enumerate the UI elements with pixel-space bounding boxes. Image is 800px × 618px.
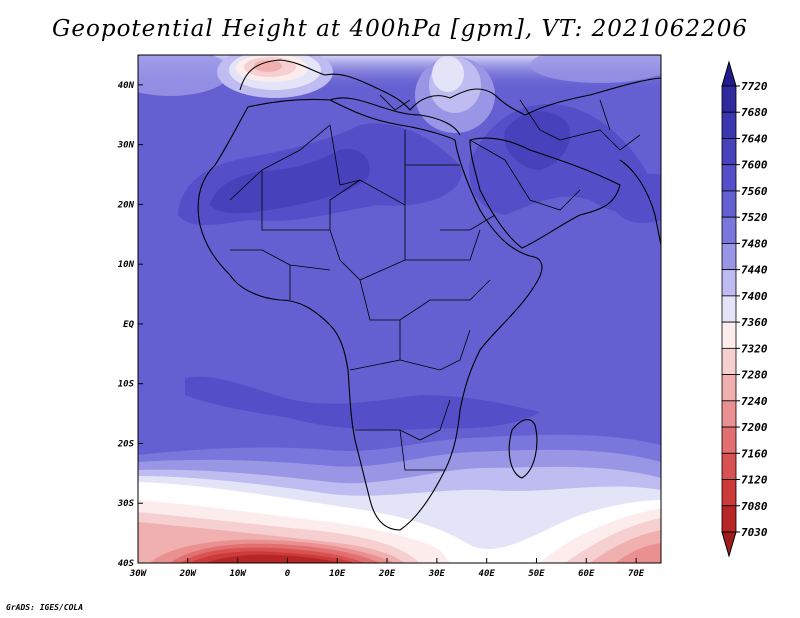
border-2 [229, 124, 331, 201]
colorbar-label: 7360 [741, 316, 768, 329]
colorbar-swatch [721, 479, 737, 507]
europe-coastline [239, 59, 661, 116]
chart-title: Geopotential Height at 400hPa [gpm], VT:… [52, 16, 748, 42]
colorbar-swatch [721, 347, 737, 375]
colorbar-label: 7320 [741, 342, 768, 355]
colorbar-label: 7200 [741, 421, 768, 434]
colorbar-swatch [721, 452, 737, 480]
y-tick-label: 40S [118, 559, 135, 569]
colorbar-label: 7560 [741, 185, 768, 198]
field-light-west [138, 55, 230, 96]
colorbar-label: 7080 [741, 500, 768, 513]
colorbar-swatch [721, 164, 737, 192]
border-17 [519, 99, 561, 141]
colorbar-label: 7400 [741, 290, 768, 303]
band-7200-east [615, 543, 661, 563]
y-tick-label: EQ [123, 320, 134, 330]
band-7030 [205, 554, 340, 563]
colorbar-swatch [721, 138, 737, 166]
colorbar-label: 7030 [741, 526, 768, 539]
border-14 [440, 214, 496, 231]
border-7 [359, 279, 491, 321]
colorbar-swatch [721, 216, 737, 244]
colorbar-swatch [721, 400, 737, 428]
border-15 [504, 159, 581, 211]
colorbar-swatch [721, 85, 737, 113]
colorbar-label: 7160 [741, 447, 768, 460]
arabia-coastline [469, 137, 621, 249]
colorbar-swatch [721, 243, 737, 271]
map-frame [137, 54, 662, 564]
y-tick-label: 10S [118, 380, 135, 390]
ridge-east-india [615, 173, 661, 223]
ridge-arabia-core [504, 111, 571, 170]
colorbar-label: 7120 [741, 474, 768, 487]
x-tick-label: 20E [378, 569, 396, 579]
x-tick-label: 60E [578, 569, 595, 579]
field-lightest-mid [432, 56, 464, 92]
border-12 [230, 249, 331, 271]
y-tick-label: 10N [118, 260, 135, 270]
x-tick-label: 50E [528, 569, 545, 579]
colorbar-label: 7640 [741, 132, 768, 145]
border-19 [469, 139, 506, 161]
x-tick-label: 30E [428, 569, 446, 579]
x-axis-ticks: 30W 20W 10W 0 10E 20E 30E 40E 50E 60E 70E [129, 558, 645, 579]
y-tick-label: 30N [117, 141, 135, 151]
colorbar-swatch [721, 505, 737, 533]
border-20 [379, 94, 411, 111]
field-light-east [530, 55, 661, 83]
ridge-south-atlantic [185, 376, 540, 430]
colorbar-swatch [721, 190, 737, 218]
y-tick-label: 40N [118, 81, 135, 91]
colorbar-swatch [721, 269, 737, 297]
border-11 [399, 429, 445, 471]
x-tick-label: 70E [628, 569, 645, 579]
colorbar-swatch [721, 321, 737, 349]
y-axis-ticks: 40N 30N 20N 10N EQ 10S 20S 30S 40S [117, 81, 143, 569]
border-16 [559, 129, 641, 151]
colorbar-top-arrow [721, 60, 737, 87]
coastlines [197, 59, 661, 531]
colorbar-label: 7240 [741, 395, 768, 408]
colorbar-label: 7280 [741, 369, 768, 382]
colorbar-swatch [721, 111, 737, 139]
x-tick-label: 20W [179, 569, 198, 579]
madagascar-coastline [508, 419, 538, 479]
india-coastline [619, 159, 661, 246]
border-6 [329, 229, 406, 281]
border-10 [355, 399, 451, 441]
x-tick-label: 40E [479, 569, 496, 579]
grads-credit: GrADS: IGES/COLA [6, 603, 84, 612]
africa-coastline [197, 98, 543, 531]
colorbar-swatch [721, 295, 737, 323]
x-tick-label: 10W [229, 569, 247, 579]
colorbar-swatch [721, 374, 737, 402]
colorbar-label: 7600 [741, 159, 768, 172]
colorbar-label: 7680 [741, 106, 768, 119]
x-tick-label: 0 [285, 569, 291, 579]
y-tick-label: 30S [117, 499, 135, 509]
colorbar-swatch [721, 426, 737, 454]
border-18 [599, 99, 611, 131]
ridge-sahara-core [210, 149, 370, 214]
x-tick-label: 10E [329, 569, 346, 579]
colorbar-label: 7720 [741, 80, 768, 93]
y-tick-label: 20N [117, 200, 135, 210]
border-3 [329, 124, 406, 206]
colorbar-label: 7520 [741, 211, 768, 224]
y-tick-label: 20S [117, 439, 135, 449]
med-coast [329, 97, 461, 136]
colorbar-label: 7480 [741, 237, 768, 250]
colorbar: 7720 7680 7640 7600 7560 7520 7480 7440 7400 7360… [721, 60, 768, 558]
colorbar-bottom-arrow [721, 531, 737, 558]
x-tick-label: 30W [129, 569, 148, 579]
country-borders [229, 94, 641, 471]
colorbar-label: 7440 [741, 264, 768, 277]
border-9 [399, 329, 471, 371]
trough-iberia-5 [254, 60, 282, 72]
border-5 [404, 205, 481, 261]
